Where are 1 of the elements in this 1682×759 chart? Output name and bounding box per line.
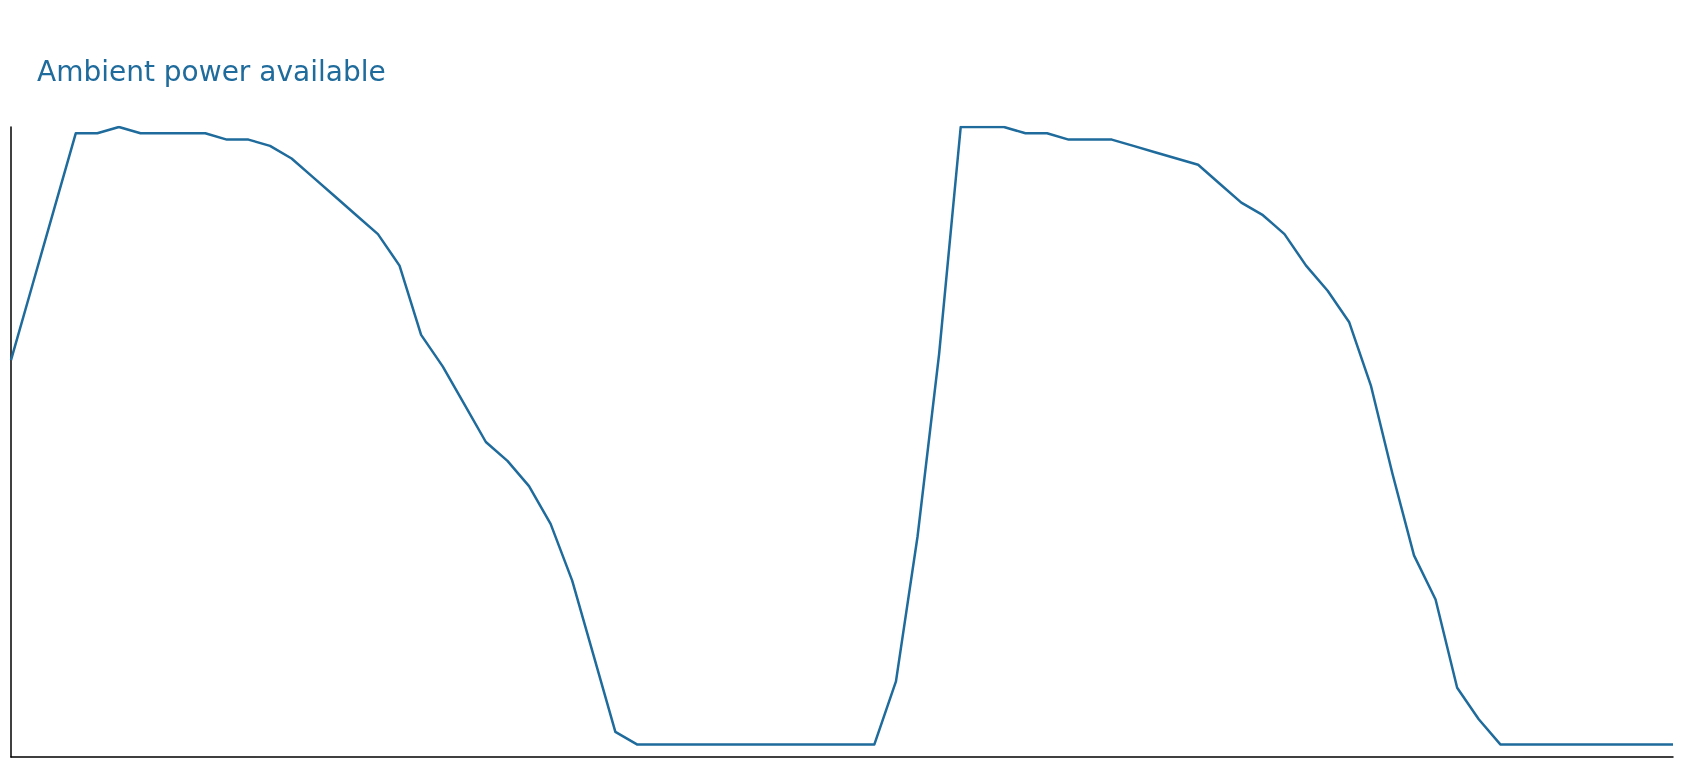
chart-title: Ambient power available (37, 54, 386, 88)
